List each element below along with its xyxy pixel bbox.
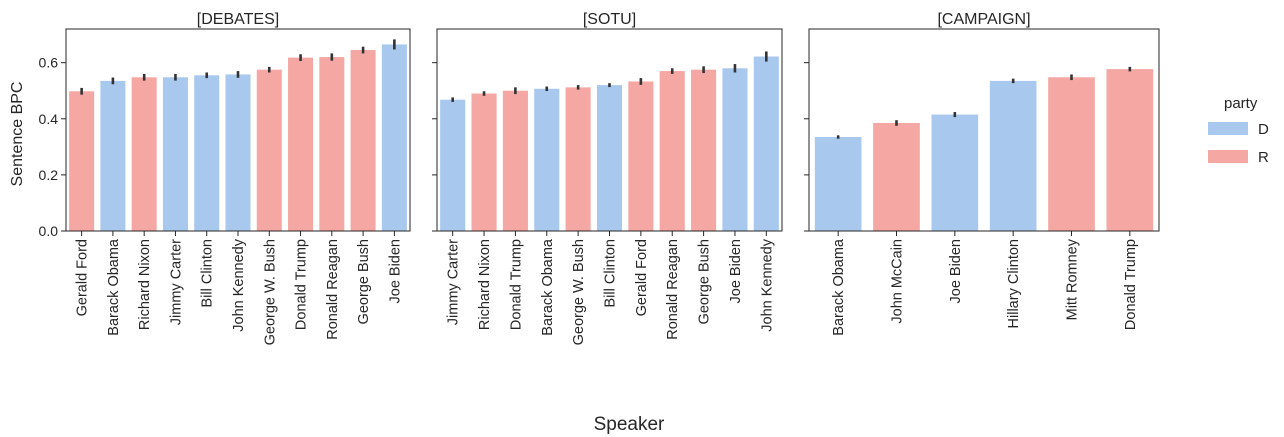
panel-title: [SOTU] — [583, 11, 636, 28]
panel-frame — [436, 28, 783, 232]
x-tick-label: Joe Biden — [728, 239, 744, 304]
panel-frame — [65, 28, 411, 232]
x-tick-label: Richard Nixon — [477, 239, 493, 330]
panel-sotu: [SOTU] Jimmy Carter Richard Nixon Donald Tr… — [432, 11, 783, 345]
bar-barack-obama — [814, 137, 862, 231]
y-tick-label: 0.4 — [39, 111, 59, 127]
bar-bill-clinton — [194, 75, 220, 232]
bar-richard-nixon — [131, 77, 157, 231]
panel-title: [CAMPAIGN] — [937, 11, 1030, 28]
bar-joe-biden — [381, 44, 407, 231]
bar-richard-nixon — [471, 93, 497, 232]
y-tick-label: 0.6 — [39, 55, 59, 71]
x-tick-label: George Bush — [697, 239, 713, 324]
y-tick-label: 0.2 — [39, 167, 59, 183]
x-tick-label: John Kennedy — [759, 238, 775, 331]
panel-frame — [808, 28, 1160, 232]
bar-donald-trump — [1106, 69, 1154, 231]
legend-label-d: D — [1258, 121, 1269, 138]
legend: party DR — [1208, 95, 1269, 166]
chart-panels: [DEBATES] Gerald Ford Barack Obama Richard … — [39, 11, 1160, 345]
x-tick-label: Barack Obama — [540, 238, 556, 336]
x-tick-label: John McCain — [890, 239, 906, 324]
legend-title: party — [1224, 95, 1258, 112]
bar-barack-obama — [100, 80, 126, 232]
x-tick-label: Donald Trump — [1123, 239, 1139, 330]
bar-hillary-clinton — [989, 80, 1037, 232]
x-tick-label: Joe Biden — [948, 239, 964, 304]
bar-george-bush — [691, 69, 717, 231]
bar-donald-trump — [288, 57, 314, 231]
bar-barack-obama — [534, 88, 560, 231]
bar-gerald-ford — [69, 91, 95, 232]
x-tick-label: Ronald Reagan — [325, 239, 341, 340]
bar-joe-biden — [931, 114, 979, 231]
panel-campaign: [CAMPAIGN] Barack Obama John McCain Joe Bid… — [804, 11, 1160, 336]
x-tick-label: Barack Obama — [831, 238, 847, 336]
x-tick-label: Bill Clinton — [603, 239, 619, 308]
x-tick-label: Jimmy Carter — [168, 239, 184, 325]
bar-john-kennedy — [225, 74, 251, 231]
x-tick-label: George W. Bush — [262, 239, 278, 345]
bar-joe-biden — [722, 68, 748, 232]
panel-title: [DEBATES] — [197, 11, 279, 28]
bar-john-mccain — [873, 122, 920, 231]
x-tick-label: Joe Biden — [387, 239, 403, 304]
bar-jimmy-carter — [440, 99, 466, 231]
bar-ronald-reagan — [659, 71, 685, 231]
bar-john-kennedy — [753, 56, 779, 231]
x-axis-label: Speaker — [594, 414, 665, 435]
x-tick-label: John Kennedy — [231, 238, 247, 331]
bar-george-w-bush — [565, 87, 591, 231]
panel-debates: [DEBATES] Gerald Ford Barack Obama Richard … — [39, 11, 411, 345]
bar-donald-trump — [502, 90, 528, 231]
legend-swatch-d — [1208, 122, 1248, 135]
x-tick-label: Ronald Reagan — [665, 239, 681, 340]
bar-jimmy-carter — [162, 77, 188, 231]
bar-bill-clinton — [596, 85, 623, 231]
x-tick-label: Bill Clinton — [200, 239, 216, 308]
bar-gerald-ford — [628, 81, 654, 231]
y-axis-label: Sentence BPC — [9, 82, 26, 187]
x-tick-label: Donald Trump — [508, 239, 524, 330]
legend-label-r: R — [1258, 149, 1269, 166]
x-tick-label: Gerald Ford — [634, 239, 650, 316]
legend-swatch-r — [1208, 150, 1248, 163]
x-tick-label: George Bush — [356, 239, 372, 324]
x-tick-label: Barack Obama — [106, 238, 122, 336]
x-tick-label: George W. Bush — [571, 239, 587, 345]
bar-mitt-romney — [1048, 77, 1095, 231]
bar-george-bush — [350, 50, 376, 231]
bar-ronald-reagan — [319, 57, 345, 231]
x-tick-label: Gerald Ford — [75, 239, 91, 316]
x-tick-label: Donald Trump — [294, 239, 310, 330]
x-tick-label: Richard Nixon — [137, 239, 153, 330]
y-tick-label: 0.0 — [39, 223, 59, 239]
x-tick-label: Jimmy Carter — [446, 239, 462, 325]
x-tick-label: Mitt Romney — [1065, 238, 1081, 320]
bar-george-w-bush — [256, 69, 282, 231]
x-tick-label: Hillary Clinton — [1006, 239, 1022, 328]
